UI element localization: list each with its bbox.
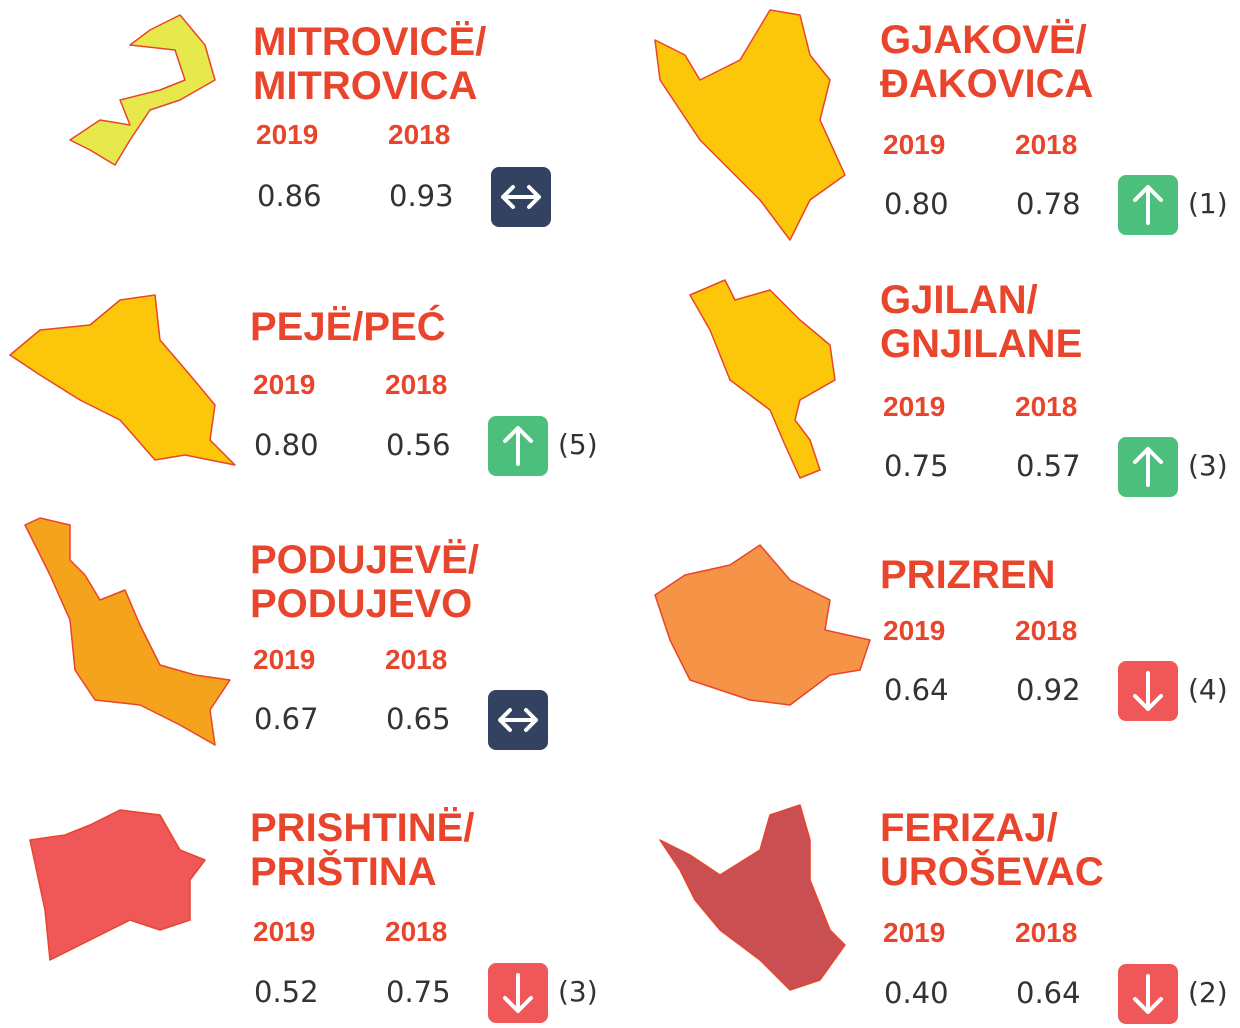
region-name: GNJILANE: [880, 322, 1083, 366]
year-label: 2018: [1015, 391, 1078, 422]
region-name: PRIŠTINA: [250, 850, 437, 894]
year-label: 2019: [256, 119, 319, 150]
year-label: 2018: [385, 369, 448, 400]
region-name: PRIZREN: [880, 553, 1056, 597]
region-map: [654, 544, 871, 706]
year-label: 2019: [883, 615, 946, 646]
region-map: [69, 14, 216, 166]
region-name: PEJË/PEĆ: [250, 305, 446, 349]
index-value: 0.52: [254, 975, 319, 1009]
region-name: GJAKOVË/: [880, 18, 1087, 62]
region-name: GJILAN/: [880, 278, 1038, 322]
rank-change: (1): [1188, 187, 1228, 220]
index-value: 0.40: [884, 976, 949, 1010]
region-map: [659, 804, 846, 991]
trend-arrow: [1133, 974, 1163, 1014]
index-value: 0.64: [884, 673, 949, 707]
region-name: PRISHTINË/: [250, 806, 475, 850]
index-value: 0.65: [386, 702, 451, 736]
rank-change: (3): [558, 975, 598, 1008]
trend-arrow: [1133, 447, 1163, 487]
index-value: 0.78: [1016, 187, 1081, 221]
year-label: 2018: [385, 644, 448, 675]
region-map: [29, 809, 206, 961]
rank-change: (5): [558, 428, 598, 461]
trend-arrow: [503, 973, 533, 1013]
region-map: [24, 517, 231, 746]
rank-change: (4): [1188, 673, 1228, 706]
index-value: 0.67: [254, 702, 319, 736]
year-label: 2019: [253, 644, 316, 675]
region-map: [654, 9, 846, 241]
region-name: FERIZAJ/: [880, 806, 1058, 850]
year-label: 2018: [388, 119, 451, 150]
year-label: 2018: [1015, 129, 1078, 160]
index-value: 0.93: [389, 179, 454, 213]
rank-change: (2): [1188, 976, 1228, 1009]
region-map: [689, 279, 836, 479]
index-value: 0.56: [386, 428, 451, 462]
year-label: 2019: [253, 369, 316, 400]
region-name: PODUJEVË/: [250, 538, 479, 582]
index-value: 0.57: [1016, 449, 1081, 483]
year-label: 2018: [385, 916, 448, 947]
year-label: 2018: [1015, 917, 1078, 948]
trend-arrow: [1133, 671, 1163, 711]
trend-arrow: [498, 708, 538, 732]
trend-arrow: [1133, 185, 1163, 225]
year-label: 2019: [253, 916, 316, 947]
trend-arrow: [501, 185, 541, 209]
trend-arrow: [503, 426, 533, 466]
year-label: 2019: [883, 129, 946, 160]
region-name: MITROVICË/: [253, 20, 487, 64]
region-map: [9, 294, 236, 466]
year-label: 2019: [883, 391, 946, 422]
region-name: UROŠEVAC: [880, 850, 1104, 894]
index-value: 0.64: [1016, 976, 1081, 1010]
year-label: 2018: [1015, 615, 1078, 646]
index-value: 0.75: [884, 449, 949, 483]
rank-change: (3): [1188, 449, 1228, 482]
region-name: ĐAKOVICA: [880, 62, 1094, 106]
index-value: 0.86: [257, 179, 322, 213]
index-value: 0.80: [254, 428, 319, 462]
index-value: 0.80: [884, 187, 949, 221]
year-label: 2019: [883, 917, 946, 948]
index-value: 0.75: [386, 975, 451, 1009]
index-value: 0.92: [1016, 673, 1081, 707]
region-name: PODUJEVO: [250, 582, 473, 626]
region-name: MITROVICA: [253, 64, 478, 108]
